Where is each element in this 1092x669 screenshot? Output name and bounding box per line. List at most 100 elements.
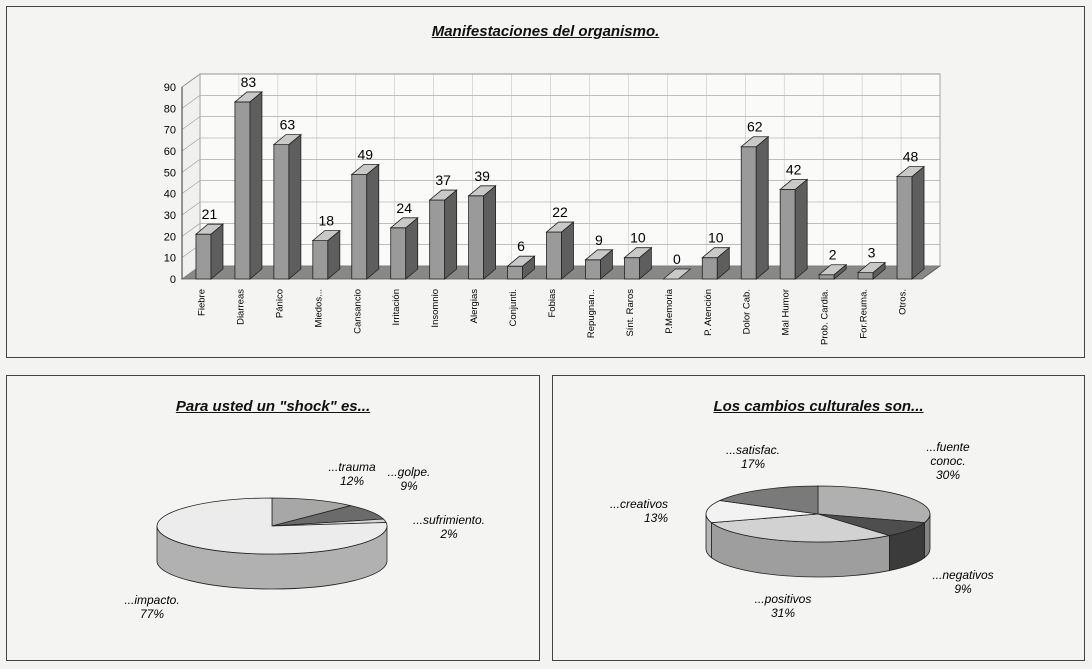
y-tick-label: 10 xyxy=(164,253,176,265)
y-tick-label: 90 xyxy=(164,82,176,94)
bar-side xyxy=(249,91,263,280)
bar-top xyxy=(545,221,575,233)
bar-top xyxy=(311,230,341,242)
bar-value-label: 21 xyxy=(202,206,218,222)
cultural-pie-panel: Los cambios culturales son... ...fuente c… xyxy=(552,375,1085,661)
bar-front xyxy=(740,146,757,280)
bar-front xyxy=(468,195,485,280)
bar-value-label: 9 xyxy=(595,232,603,248)
bar-front xyxy=(390,227,407,280)
x-tick-label: Pánico xyxy=(274,289,285,318)
bar-side xyxy=(366,163,380,280)
bar-side xyxy=(755,135,769,280)
pie-slice-4 xyxy=(718,485,819,515)
pie-label-3: ...impacto. 77% xyxy=(124,593,179,621)
bar-front xyxy=(701,257,718,280)
bar-top xyxy=(623,247,653,259)
bar-value-label: 63 xyxy=(280,117,296,133)
pie-label-1: ...negativos 9% xyxy=(932,568,993,596)
x-tick-label: For.Reuma. xyxy=(859,289,870,339)
pie-slice-2 xyxy=(710,513,890,543)
pie-label-4: ...satisfac. 17% xyxy=(726,443,780,471)
bar-8 xyxy=(506,255,536,280)
bar-6 xyxy=(428,189,458,280)
x-tick-label: Fiebre xyxy=(196,289,207,316)
bar-top xyxy=(584,249,614,261)
bar-value-label: 37 xyxy=(435,172,451,188)
bar-front xyxy=(234,101,251,280)
bar-14 xyxy=(740,135,770,280)
bar-value-label: 62 xyxy=(747,119,763,135)
pie-label-0: ...trauma 12% xyxy=(328,460,376,488)
pie-label-2: ...positivos 31% xyxy=(755,592,812,620)
bar-front xyxy=(351,174,368,280)
x-tick-label: Otros. xyxy=(898,289,909,315)
bar-4 xyxy=(350,163,380,280)
x-tick-label: Alergias xyxy=(469,289,480,324)
cultural-pie-chart: ...fuente conoc. 30% ...negativos 9% ...posit… xyxy=(610,440,994,620)
pie-slice-3 xyxy=(156,497,388,555)
x-tick-label: Diarreas xyxy=(235,289,246,325)
bar-front xyxy=(585,259,601,280)
y-tick-label: 0 xyxy=(170,274,176,286)
bar-value-label: 49 xyxy=(357,146,373,162)
bar-top xyxy=(428,189,458,201)
y-tick-label: 60 xyxy=(164,146,176,158)
bar-value-label: 10 xyxy=(630,230,646,246)
bar-top xyxy=(467,185,497,197)
bar-value-label: 83 xyxy=(241,74,257,90)
bar-1 xyxy=(233,91,264,280)
pie-label-3: ...creativos 13% xyxy=(610,497,668,525)
bar-value-label: 24 xyxy=(396,200,412,216)
bar-17 xyxy=(856,261,887,280)
bar-top xyxy=(779,178,809,190)
bar-top xyxy=(856,262,887,274)
bar-top xyxy=(350,164,380,175)
bar-value-label: 0 xyxy=(673,251,681,267)
shock-pie-panel: Para usted un "shock" es... ...trauma 12%… xyxy=(6,375,540,661)
bar-value-label: 48 xyxy=(903,149,919,165)
bar-front xyxy=(896,176,913,280)
bar-12 xyxy=(662,268,692,280)
bar-top xyxy=(272,134,302,146)
y-tick-label: 40 xyxy=(164,189,176,201)
bar-front xyxy=(857,272,874,280)
bar-chart-panel: Manifestaciones del organismo. 0 10 20 30 40… xyxy=(6,6,1085,358)
bar-side xyxy=(405,216,419,280)
x-tick-label: P.Memoria xyxy=(664,288,675,333)
bar-0 xyxy=(194,223,225,280)
bar-9 xyxy=(545,221,575,280)
x-tick-label: Cansancio xyxy=(352,289,363,334)
bar-front xyxy=(312,240,329,280)
x-tick-label: Insomnio xyxy=(430,289,441,328)
bar-16 xyxy=(818,263,848,280)
bar-side xyxy=(288,133,302,280)
bar-top xyxy=(662,268,692,280)
bar-5 xyxy=(389,216,419,280)
bar-side xyxy=(911,165,925,280)
pie-slice-0 xyxy=(271,497,351,527)
bar-2 xyxy=(272,133,302,280)
bar-front xyxy=(429,199,446,280)
shock-pie-chart: ...trauma 12% ...golpe. 9% ...sufrimiento. 2%… xyxy=(124,460,485,621)
shock-pie-title: Para usted un "shock" es... xyxy=(175,398,371,415)
bar-value-label: 42 xyxy=(786,161,802,177)
bar-top xyxy=(895,166,926,178)
y-tick-label: 20 xyxy=(164,231,176,243)
bar-value-label: 39 xyxy=(474,168,490,184)
x-tick-label: P. Atención xyxy=(703,289,714,336)
bar-value-label: 2 xyxy=(829,247,837,263)
y-tick-label: 50 xyxy=(164,167,176,179)
x-tick-label: Mal Humor xyxy=(781,289,792,335)
bar-value-label: 10 xyxy=(708,230,724,246)
bar-chart-title: Manifestaciones del organismo. xyxy=(431,23,660,40)
bar-chart: 010203040506070809021Fiebre83Diarreas63P… xyxy=(164,73,942,345)
bar-value-label: 18 xyxy=(319,213,335,229)
bar-top xyxy=(389,217,419,229)
bar-top xyxy=(194,223,225,235)
bar-top xyxy=(701,247,731,259)
bar-front xyxy=(818,274,835,280)
bar-front xyxy=(507,265,523,280)
bar-top xyxy=(818,264,848,276)
x-tick-label: Repugnan.. xyxy=(586,289,597,338)
